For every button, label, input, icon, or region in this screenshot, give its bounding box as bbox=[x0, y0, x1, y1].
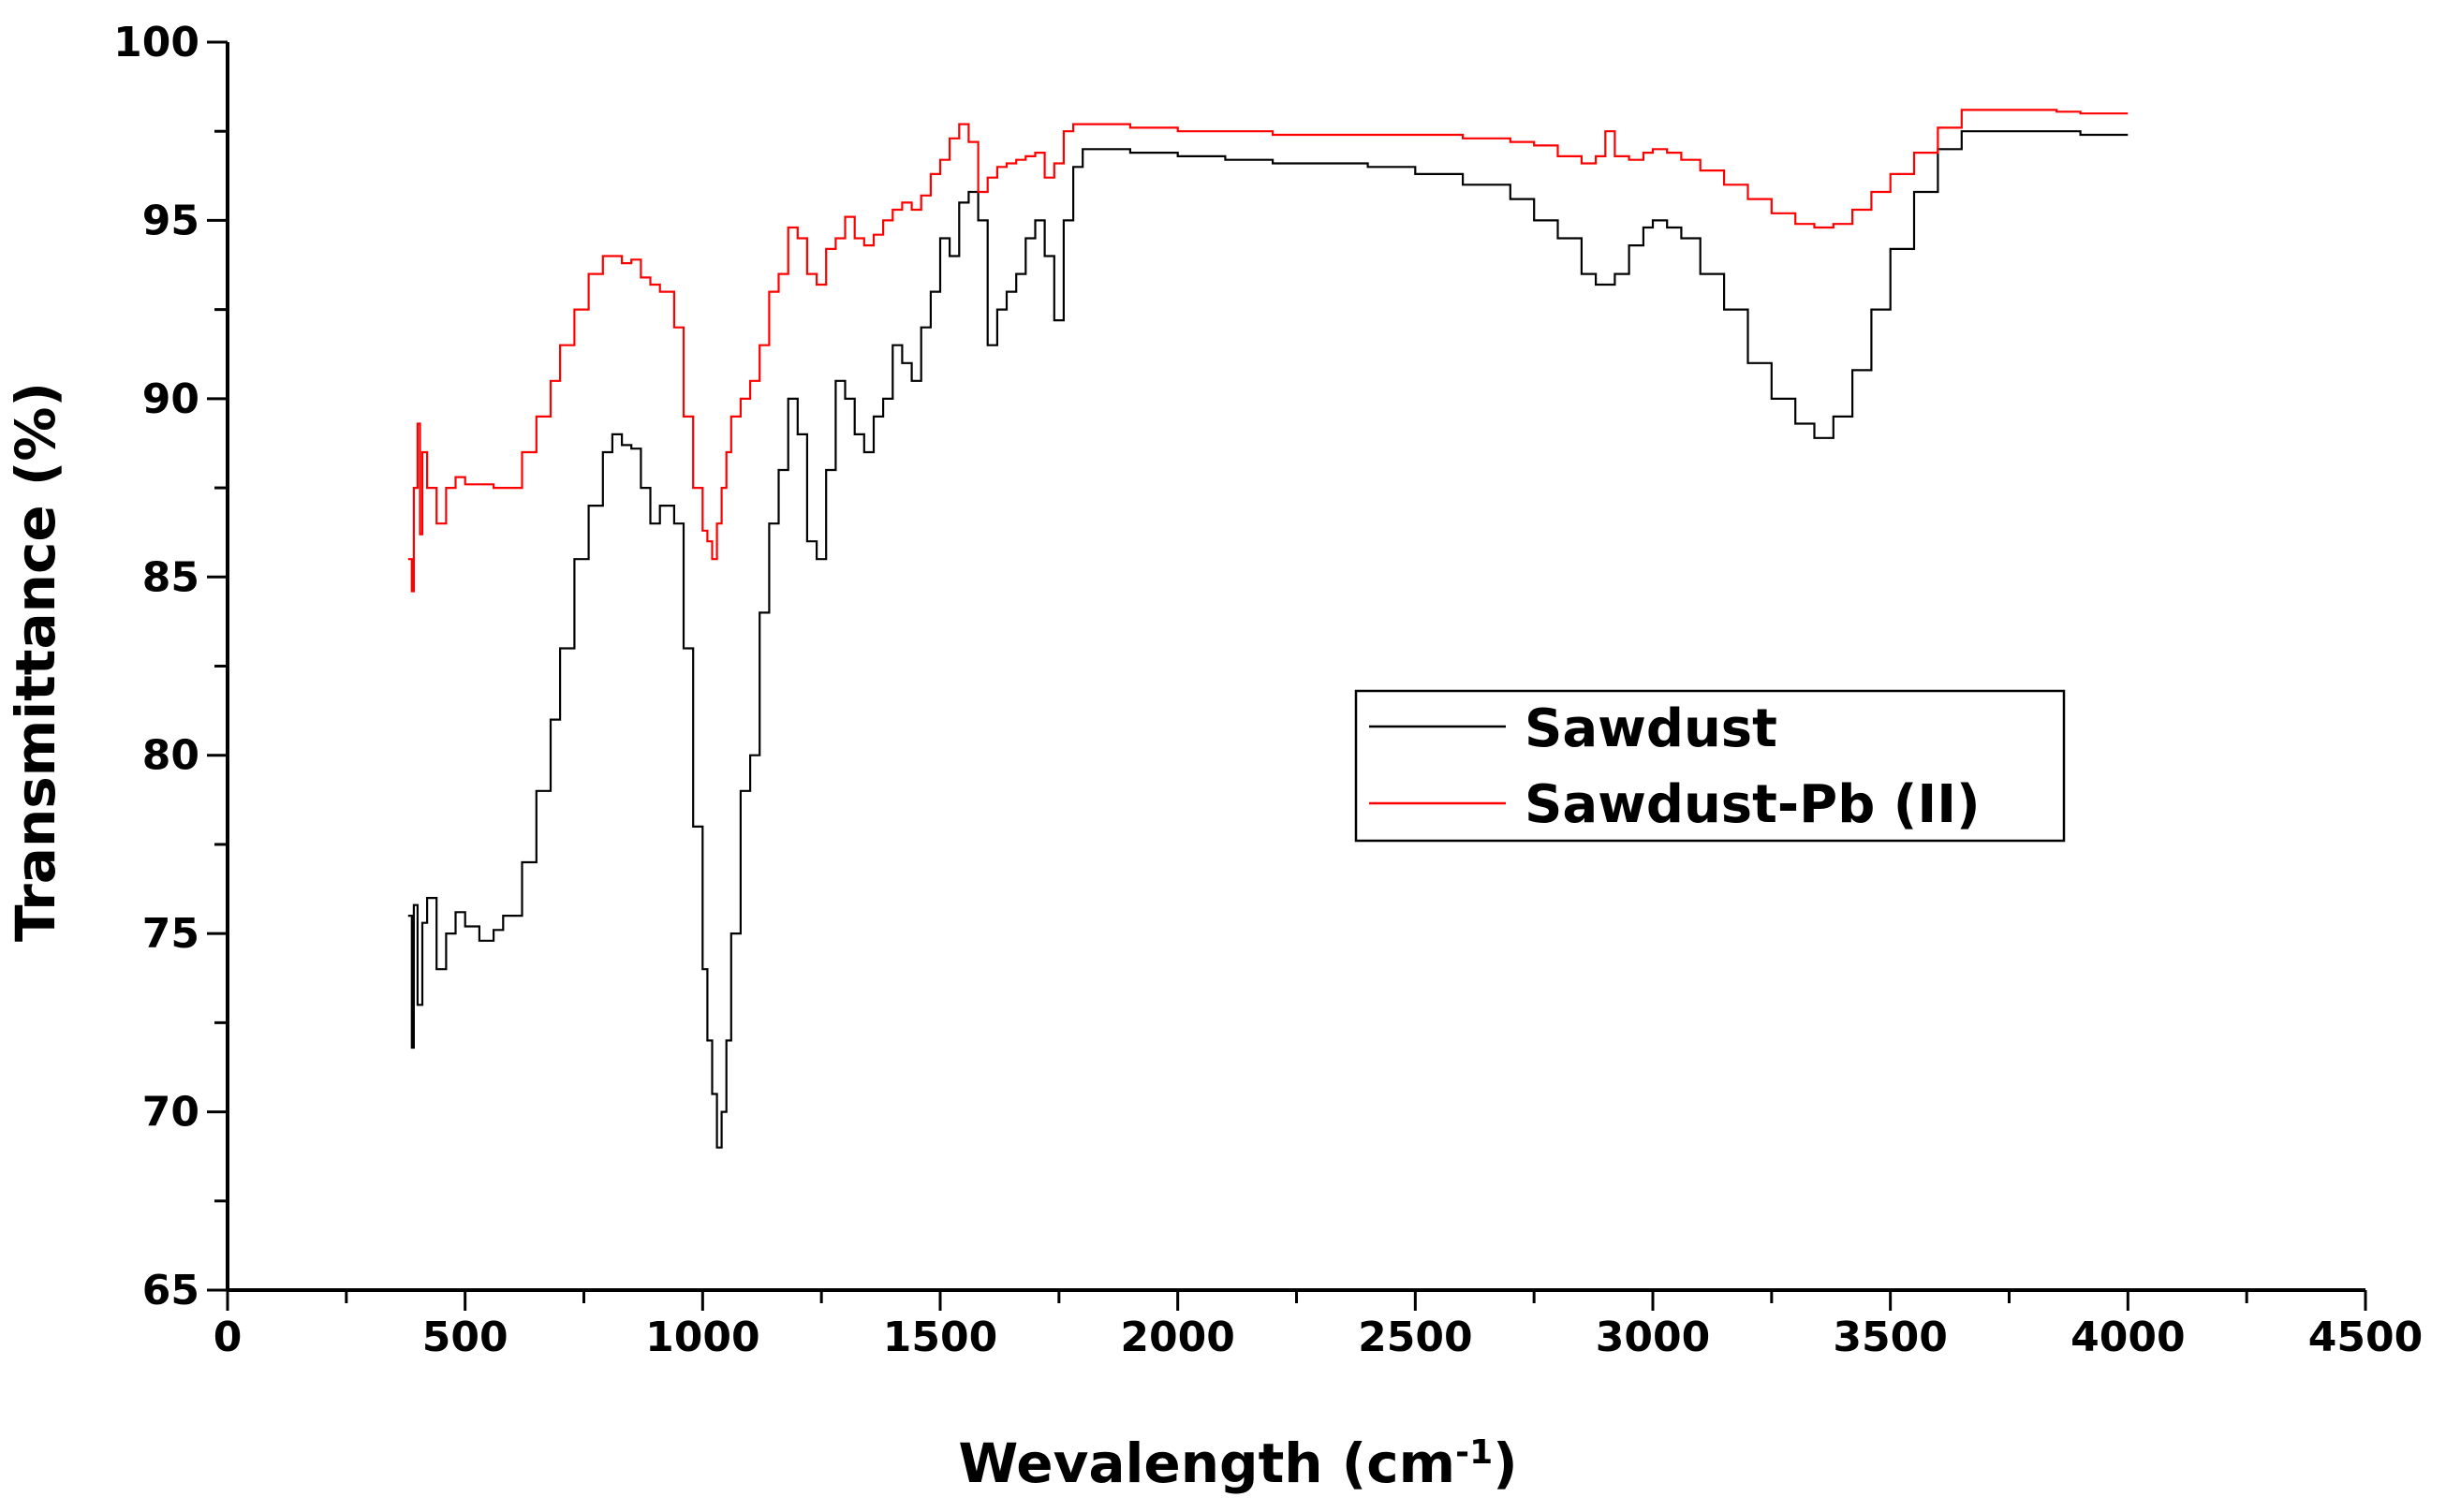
x-tick-label: 1500 bbox=[883, 1314, 997, 1361]
x-tick-label: 0 bbox=[214, 1314, 243, 1361]
y-tick-label: 70 bbox=[142, 1089, 199, 1137]
x-tick-label: 4000 bbox=[2070, 1314, 2185, 1361]
x-tick-label: 4500 bbox=[2308, 1314, 2423, 1361]
legend: Sawdust Sawdust-Pb (II) bbox=[1354, 689, 2066, 843]
x-axis-title-superscript: -1 bbox=[1455, 1433, 1493, 1472]
legend-label-sawdust-pb: Sawdust-Pb (II) bbox=[1525, 774, 1981, 835]
ticks-layer: 0 500 1000 1500 2000 2500 3000 3500 4000 4500 65 70… bbox=[113, 19, 2423, 1361]
x-tick-label: 1000 bbox=[645, 1314, 759, 1361]
x-tick-label: 500 bbox=[422, 1314, 508, 1361]
x-tick-label: 2000 bbox=[1120, 1314, 1234, 1361]
y-axis-title: Transmittance (%) bbox=[4, 382, 67, 942]
y-tick-label: 90 bbox=[142, 375, 199, 423]
x-tick-label: 2500 bbox=[1358, 1314, 1472, 1361]
x-axis-title: Wevalength (cm-1) bbox=[958, 1431, 1517, 1495]
axes-layer bbox=[226, 42, 2365, 1292]
y-tick-label: 65 bbox=[142, 1267, 199, 1314]
legend-label-sawdust: Sawdust bbox=[1525, 698, 1777, 759]
legend-box bbox=[1354, 689, 2066, 843]
x-axis-title-main: Wevalength (cm bbox=[958, 1431, 1455, 1495]
y-tick-label: 100 bbox=[113, 19, 199, 66]
y-tick-label: 95 bbox=[142, 197, 199, 244]
x-tick-label: 3500 bbox=[1833, 1314, 1947, 1361]
y-tick-label: 80 bbox=[142, 732, 199, 780]
series-line-sawdust bbox=[407, 130, 2129, 1149]
series-layer bbox=[407, 109, 2129, 1149]
x-tick-label: 3000 bbox=[1596, 1314, 1710, 1361]
x-axis-title-close: ) bbox=[1493, 1431, 1518, 1495]
y-tick-label: 75 bbox=[142, 910, 199, 958]
series-line-sawdust-pb bbox=[407, 109, 2129, 593]
y-tick-label: 85 bbox=[142, 553, 199, 601]
